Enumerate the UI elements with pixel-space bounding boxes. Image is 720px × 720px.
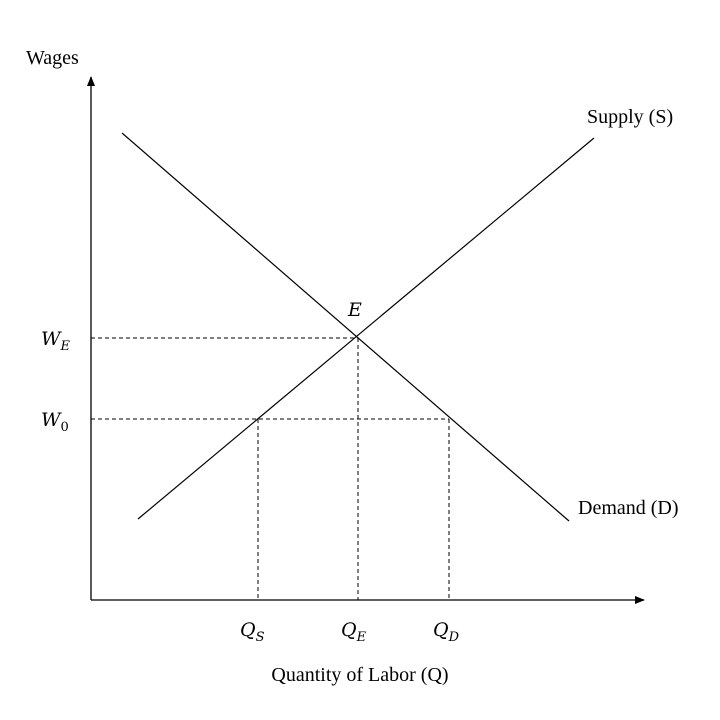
- supply-curve: [137, 137, 595, 520]
- quantity-demanded-label: QD: [433, 619, 460, 645]
- y-axis-label: Wages: [26, 47, 79, 69]
- wage-floor-label: W0: [41, 409, 69, 435]
- wage-equilibrium-label: WE: [41, 328, 71, 354]
- demand-curve: [121, 132, 570, 522]
- demand-curve-label: Demand (D): [578, 497, 679, 519]
- equilibrium-point-label: E: [347, 299, 362, 321]
- x-axis-label: Quantity of Labor (Q): [271, 664, 448, 686]
- quantity-supplied-label: QS: [240, 619, 265, 645]
- quantity-equilibrium-label: QE: [341, 619, 367, 645]
- supply-curve-label: Supply (S): [587, 106, 673, 128]
